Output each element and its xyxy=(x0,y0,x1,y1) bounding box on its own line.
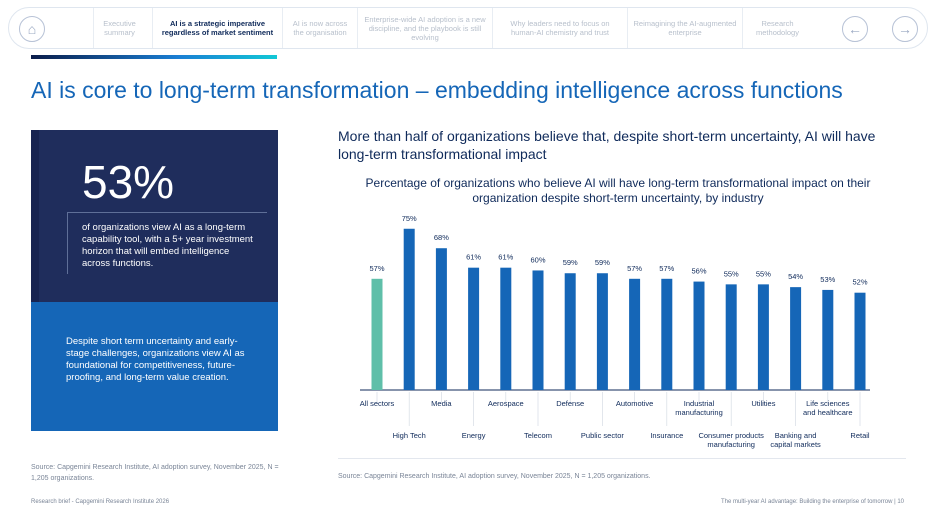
data-label: 55% xyxy=(724,269,739,278)
bar xyxy=(629,278,641,390)
data-label: 57% xyxy=(659,264,674,273)
page-title: AI is core to long-term transformation –… xyxy=(31,77,843,103)
bar xyxy=(822,289,834,390)
nav-item[interactable]: AI is a strategic imperative regardless … xyxy=(152,8,282,48)
bar xyxy=(693,281,705,390)
home-icon[interactable]: ⌂ xyxy=(19,16,45,42)
arrow-right-icon[interactable]: → xyxy=(892,16,918,42)
bar xyxy=(435,248,447,390)
category-label: Media xyxy=(431,399,452,408)
divider xyxy=(338,458,906,459)
chart-source: Source: Capgemini Research Institute, AI… xyxy=(338,473,651,480)
data-label: 55% xyxy=(756,269,771,278)
bar xyxy=(500,267,512,390)
category-label: Energy xyxy=(462,431,486,440)
left-source: Source: Capgemini Research Institute, AI… xyxy=(31,464,279,482)
data-label: 54% xyxy=(788,272,803,281)
bar xyxy=(564,273,576,390)
category-label: Automotive xyxy=(616,399,654,408)
bar xyxy=(725,284,737,390)
category-label: Utilities xyxy=(751,399,775,408)
bar-chart: 57% All sectors 75% High Tech 68% Media 61% Ene… xyxy=(360,214,870,449)
category-label: Telecom xyxy=(524,431,552,440)
data-label: 60% xyxy=(530,255,545,264)
category-label: Retail xyxy=(850,431,870,440)
stat-card xyxy=(31,130,278,302)
bar xyxy=(790,287,802,390)
data-label: 57% xyxy=(369,264,384,273)
nav-item[interactable]: Enterprise-wide AI adoption is a new dis… xyxy=(357,8,492,48)
data-label: 59% xyxy=(595,258,610,267)
data-label: 57% xyxy=(627,264,642,273)
nav-item[interactable]: Why leaders need to focus on human-AI ch… xyxy=(492,8,627,48)
divider xyxy=(67,212,68,274)
bar xyxy=(403,228,415,390)
bar xyxy=(468,267,480,390)
category-label: Aerospace xyxy=(488,399,524,408)
data-label: 52% xyxy=(852,278,867,287)
footer-right: The multi-year AI advantage: Building th… xyxy=(721,499,904,505)
footer-left: Research brief - Capgemini Research Inst… xyxy=(31,499,170,505)
bar xyxy=(854,292,866,390)
progress-bar xyxy=(31,55,277,59)
nav-item[interactable]: AI is now across the organisation xyxy=(282,8,357,48)
category-label: Consumer products manufacturing xyxy=(698,431,764,449)
category-label: High Tech xyxy=(393,431,426,440)
category-label: All sectors xyxy=(360,399,395,408)
chart-title: Percentage of organizations who believe … xyxy=(365,176,871,205)
arrow-left-icon[interactable]: ← xyxy=(842,16,868,42)
category-label: Industrial manufacturing xyxy=(675,399,723,417)
data-label: 56% xyxy=(691,267,706,276)
data-label: 61% xyxy=(466,253,481,262)
nav-item[interactable]: Research methodology xyxy=(742,8,812,48)
callout-card xyxy=(31,302,278,431)
data-label: 68% xyxy=(434,233,449,242)
stat-value: 53% xyxy=(82,156,175,208)
category-label: Defense xyxy=(556,399,584,408)
bar xyxy=(661,278,673,390)
category-label: Banking and capital markets xyxy=(770,431,821,449)
bar xyxy=(596,273,608,390)
category-label: Life sciences and healthcare xyxy=(803,399,853,417)
nav-item[interactable]: Reimagining the AI-augmented enterprise xyxy=(627,8,742,48)
callout-text: Despite short term uncertainty and early… xyxy=(66,336,245,383)
bar xyxy=(757,284,769,390)
stat-description: of organizations view AI as a long-term … xyxy=(82,222,253,269)
data-label: 75% xyxy=(402,214,417,223)
nav-item[interactable]: Executive summary xyxy=(93,8,145,48)
data-label: 59% xyxy=(563,258,578,267)
bar xyxy=(371,278,383,390)
data-label: 53% xyxy=(820,275,835,284)
category-label: Insurance xyxy=(650,431,683,440)
category-label: Public sector xyxy=(581,431,624,440)
bar xyxy=(532,270,544,390)
data-label: 61% xyxy=(498,253,513,262)
chart-subtitle: More than half of organizations believe … xyxy=(338,128,876,162)
divider xyxy=(67,212,267,213)
top-navigation: ⌂ Executive summary AI is a strategic imp… xyxy=(8,7,928,49)
